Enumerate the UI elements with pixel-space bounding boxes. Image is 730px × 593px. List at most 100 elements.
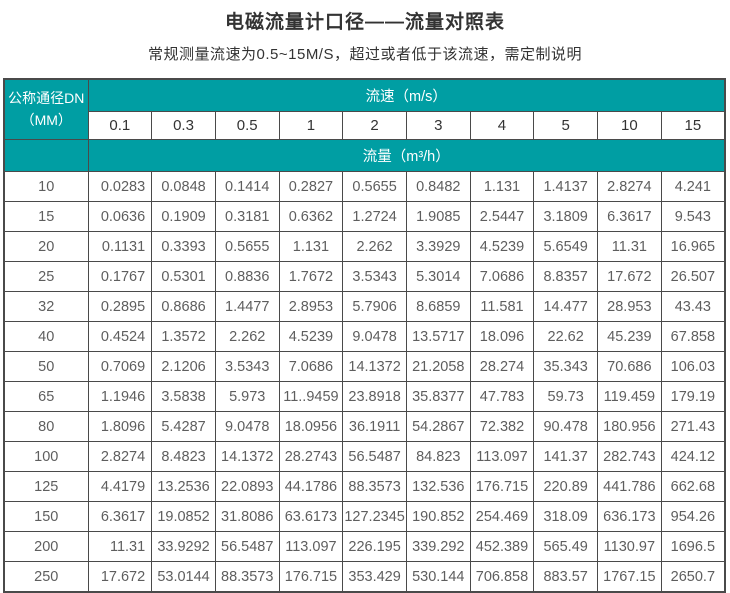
flow-value: 84.823 <box>405 441 471 472</box>
flow-value: 8.6859 <box>405 291 471 322</box>
flow-value: 141.37 <box>533 441 598 472</box>
flow-value: 1.7672 <box>278 261 344 292</box>
flow-value: 28.274 <box>469 351 535 382</box>
page-subtitle: 常规测量流速为0.5~15M/S，超过或者低于该流速，需定制说明 <box>148 46 582 63</box>
velocity-values-row: 0.1 0.3 0.5 1 2 3 4 5 10 15 <box>4 111 726 140</box>
dn-value: 50 <box>3 351 89 382</box>
flow-value: 0.0636 <box>87 201 153 232</box>
flow-value: 2.8953 <box>278 291 344 322</box>
flow-value: 113.097 <box>278 531 344 562</box>
table-row: 80 1.8096 5.4287 9.0478 18.0956 36.1911 54.286… <box>3 411 726 442</box>
table-row: 32 0.2895 0.8686 1.4477 2.8953 5.7906 8.6859 11… <box>3 291 726 322</box>
flow-value: 282.743 <box>597 441 662 472</box>
dn-value: 200 <box>3 531 89 562</box>
flow-value: 5.3014 <box>405 261 471 292</box>
flow-value: 36.1911 <box>342 411 407 442</box>
table-row: 250 17.672 53.0144 88.3573 176.715 353.429 530… <box>3 561 726 593</box>
velocity-value: 0.1 <box>87 111 153 140</box>
flow-value: 0.7069 <box>87 351 153 382</box>
flow-value: 339.292 <box>405 531 471 562</box>
velocity-value: 0.3 <box>151 111 216 140</box>
table-row: 25 0.1767 0.5301 0.8836 1.7672 3.5343 5.3014 7.… <box>3 261 726 292</box>
flow-value: 176.715 <box>469 471 535 502</box>
flow-value: 4.5239 <box>469 231 535 262</box>
flow-value: 4.5239 <box>278 321 344 352</box>
flow-value: 16.965 <box>660 231 726 262</box>
flow-value: 35.343 <box>533 351 598 382</box>
table-row: 100 2.8274 8.4823 14.1372 28.2743 56.5487 84.8… <box>3 441 726 472</box>
flow-value: 21.2058 <box>405 351 471 382</box>
flow-value: 67.858 <box>660 321 726 352</box>
dn-value: 100 <box>3 441 89 472</box>
dn-value: 10 <box>3 171 89 202</box>
flow-value: 0.2895 <box>87 291 153 322</box>
flow-value: 5.7906 <box>342 291 407 322</box>
flow-value: 31.8086 <box>214 501 280 532</box>
flow-value: 176.715 <box>278 561 344 593</box>
dn-value: 15 <box>3 201 89 232</box>
flow-value: 14.1372 <box>214 441 280 472</box>
flow-value: 5.4287 <box>151 411 216 442</box>
dn-value: 40 <box>3 321 89 352</box>
table-row: 20 0.1131 0.3393 0.5655 1.131 2.262 3.3929 4.52… <box>3 231 726 262</box>
flow-value: 53.0144 <box>151 561 216 593</box>
flow-corner-cell <box>3 139 89 172</box>
flow-value: 1.3572 <box>151 321 216 352</box>
flow-value: 0.0283 <box>87 171 153 202</box>
table-row: 50 0.7069 2.1206 3.5343 7.0686 14.1372 21.2058… <box>3 351 726 382</box>
flow-value: 2.5447 <box>469 201 535 232</box>
flow-value: 11..9459 <box>278 381 344 412</box>
flow-value: 424.12 <box>660 441 726 472</box>
flow-value: 106.03 <box>660 351 726 382</box>
flow-value: 2.1206 <box>151 351 216 382</box>
flow-value: 0.8482 <box>405 171 471 202</box>
flow-value: 0.8686 <box>151 291 216 322</box>
flow-value: 9.543 <box>660 201 726 232</box>
table-row: 200 11.31 33.9292 56.5487 113.097 226.195 339.… <box>3 531 726 562</box>
flow-value: 72.382 <box>469 411 535 442</box>
flow-value: 0.1414 <box>214 171 280 202</box>
flow-value: 14.1372 <box>342 351 407 382</box>
flow-value: 1.9085 <box>405 201 471 232</box>
velocity-value: 2 <box>342 111 407 140</box>
dn-value: 125 <box>3 471 89 502</box>
flow-value: 254.469 <box>469 501 535 532</box>
flow-value: 179.19 <box>660 381 726 412</box>
flow-value: 180.956 <box>597 411 662 442</box>
dn-value: 25 <box>3 261 89 292</box>
flow-value: 1.2724 <box>342 201 407 232</box>
dn-value: 150 <box>3 501 89 532</box>
table-row: 125 4.4179 13.2536 22.0893 44.1786 88.3573 132… <box>3 471 726 502</box>
flow-value: 0.5655 <box>342 171 407 202</box>
dn-value: 65 <box>3 381 89 412</box>
flow-value: 19.0852 <box>151 501 216 532</box>
flow-value: 1130.97 <box>597 531 662 562</box>
flow-value: 3.3929 <box>405 231 471 262</box>
flow-value: 4.4179 <box>87 471 153 502</box>
flow-value: 11.581 <box>469 291 535 322</box>
flow-value: 11.31 <box>87 531 153 562</box>
page-header: 电磁流量计口径——流量对照表 常规测量流速为0.5~15M/S，超过或者低于该流… <box>0 0 730 64</box>
flow-value: 0.1767 <box>87 261 153 292</box>
flow-value: 28.2743 <box>278 441 344 472</box>
flow-value: 3.5343 <box>342 261 407 292</box>
flow-value: 9.0478 <box>342 321 407 352</box>
flow-value: 23.8918 <box>342 381 407 412</box>
flow-value: 17.672 <box>87 561 153 593</box>
flow-value: 0.5301 <box>151 261 216 292</box>
flow-header-row: 流量（m³/h） <box>3 139 726 172</box>
flow-value: 9.0478 <box>214 411 280 442</box>
dn-header-line1: 公称通径DN <box>8 89 85 106</box>
flow-value: 0.1131 <box>87 231 153 262</box>
flow-value: 0.1909 <box>151 201 216 232</box>
flow-value: 2650.7 <box>660 561 726 593</box>
table-row: 15 0.0636 0.1909 0.3181 0.6362 1.2724 1.9085 2.… <box>3 201 726 232</box>
velocity-value: 10 <box>597 111 662 140</box>
flow-value: 706.858 <box>469 561 535 593</box>
flow-value: 90.478 <box>533 411 598 442</box>
flow-value: 127.2345 <box>342 501 407 532</box>
dn-header-line2: （MM） <box>20 111 72 128</box>
flow-value: 226.195 <box>342 531 407 562</box>
flow-value: 1767.15 <box>597 561 662 593</box>
